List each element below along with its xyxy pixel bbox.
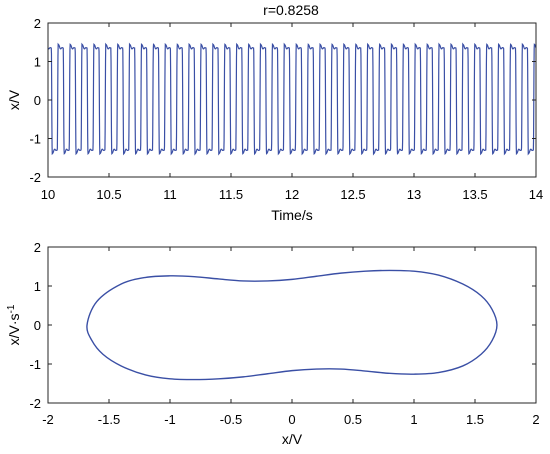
phase-loop-line bbox=[86, 269, 498, 381]
y-tick-label: -2 bbox=[29, 170, 41, 185]
x-tick-label: 13 bbox=[407, 187, 421, 202]
x-tick-label: 1 bbox=[410, 412, 417, 427]
x-tick-label: 0.5 bbox=[344, 412, 362, 427]
top-plot-frame bbox=[47, 22, 537, 178]
y-tick-label: 1 bbox=[34, 55, 41, 70]
voltage-series bbox=[47, 42, 537, 156]
x-tick-label: 12 bbox=[285, 187, 299, 202]
x-tick-label: -2 bbox=[42, 412, 54, 427]
x-tick-label: -0.5 bbox=[220, 412, 242, 427]
y-tick-label: 0 bbox=[34, 318, 41, 333]
x-tick-label: 13.5 bbox=[462, 187, 487, 202]
y-tick-label: -1 bbox=[29, 357, 41, 372]
bottom-plot-frame bbox=[47, 246, 537, 404]
top-plot-title: r=0.8258 bbox=[263, 2, 319, 18]
y-tick-label: 2 bbox=[34, 16, 41, 31]
x-tick-label: 11.5 bbox=[219, 187, 243, 202]
x-tick-label: 1.5 bbox=[466, 412, 484, 427]
x-tick-label: 10.5 bbox=[96, 187, 121, 202]
top-x-axis-label: Time/s bbox=[271, 207, 312, 223]
x-tick-label: 2 bbox=[532, 412, 539, 427]
y-tick-label: 2 bbox=[34, 240, 41, 255]
x-tick-label: -1 bbox=[164, 412, 176, 427]
x-tick-label: 10 bbox=[41, 187, 55, 202]
bottom-x-axis-label: x/V bbox=[282, 431, 303, 447]
x-tick-label: 11 bbox=[163, 187, 177, 202]
y-tick-label: -1 bbox=[29, 132, 41, 147]
y-tick-label: 0 bbox=[34, 93, 41, 108]
phase-loop-series bbox=[86, 269, 498, 381]
x-tick-label: 14 bbox=[529, 187, 543, 202]
x-tick-label: -1.5 bbox=[98, 412, 120, 427]
time-series-plot: r=0.8258 10 10.5 11 11.5 12 12.5 13 13.5 14-2-10… bbox=[6, 2, 543, 223]
y-tick-label: 1 bbox=[34, 279, 41, 294]
x-tick-label: 0 bbox=[288, 412, 295, 427]
bottom-y-axis-label: x/V·s-1 bbox=[6, 304, 23, 345]
bottom-y-axis-label-main: x/V·s bbox=[6, 314, 22, 346]
bottom-y-axis-label-superscript: -1 bbox=[6, 304, 17, 313]
y-tick-label: -2 bbox=[29, 396, 41, 411]
voltage-line bbox=[47, 42, 537, 156]
x-tick-label: 12.5 bbox=[340, 187, 365, 202]
top-y-axis-label: x/V bbox=[6, 89, 22, 110]
bottom-axis-ticks: -2 -1.5 -1 -0.5 0 0.5 1 1.5 2 -2 -1 0 1 2 bbox=[29, 240, 539, 427]
